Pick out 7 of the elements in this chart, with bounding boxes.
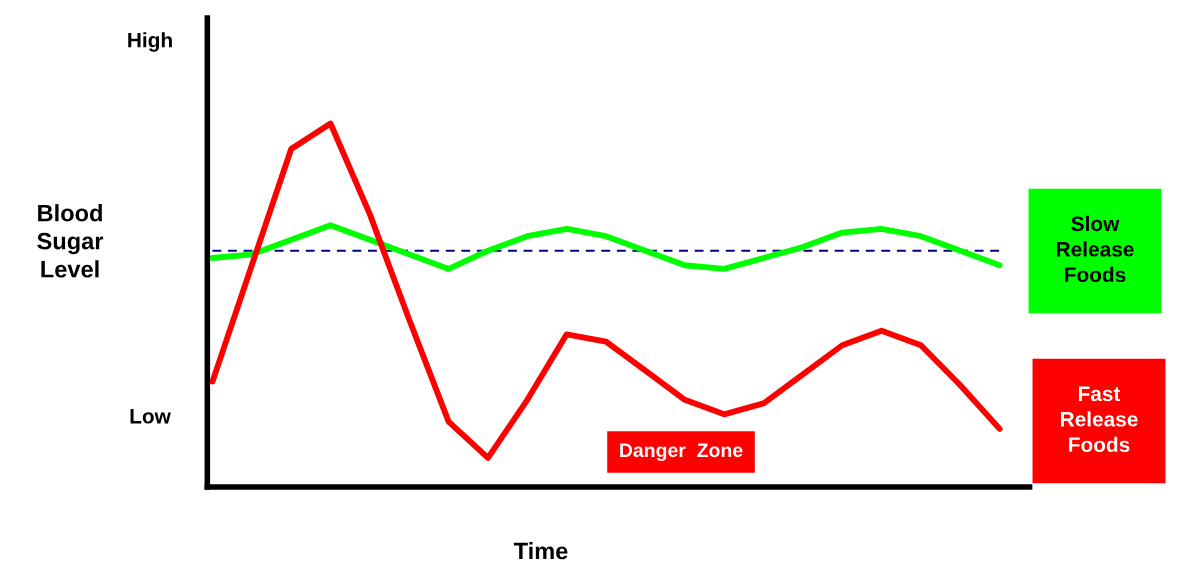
text: Fast Release Foods — [1061, 386, 1138, 453]
y-axis-title: Blood Sugar Level — [37, 204, 104, 278]
x-axis-title: Time — [513, 541, 568, 560]
text: Slow Release Foods — [1057, 215, 1134, 283]
annotation: Danger Zone — [620, 443, 743, 462]
text: Low — [130, 409, 171, 424]
text: High — [128, 32, 172, 52]
